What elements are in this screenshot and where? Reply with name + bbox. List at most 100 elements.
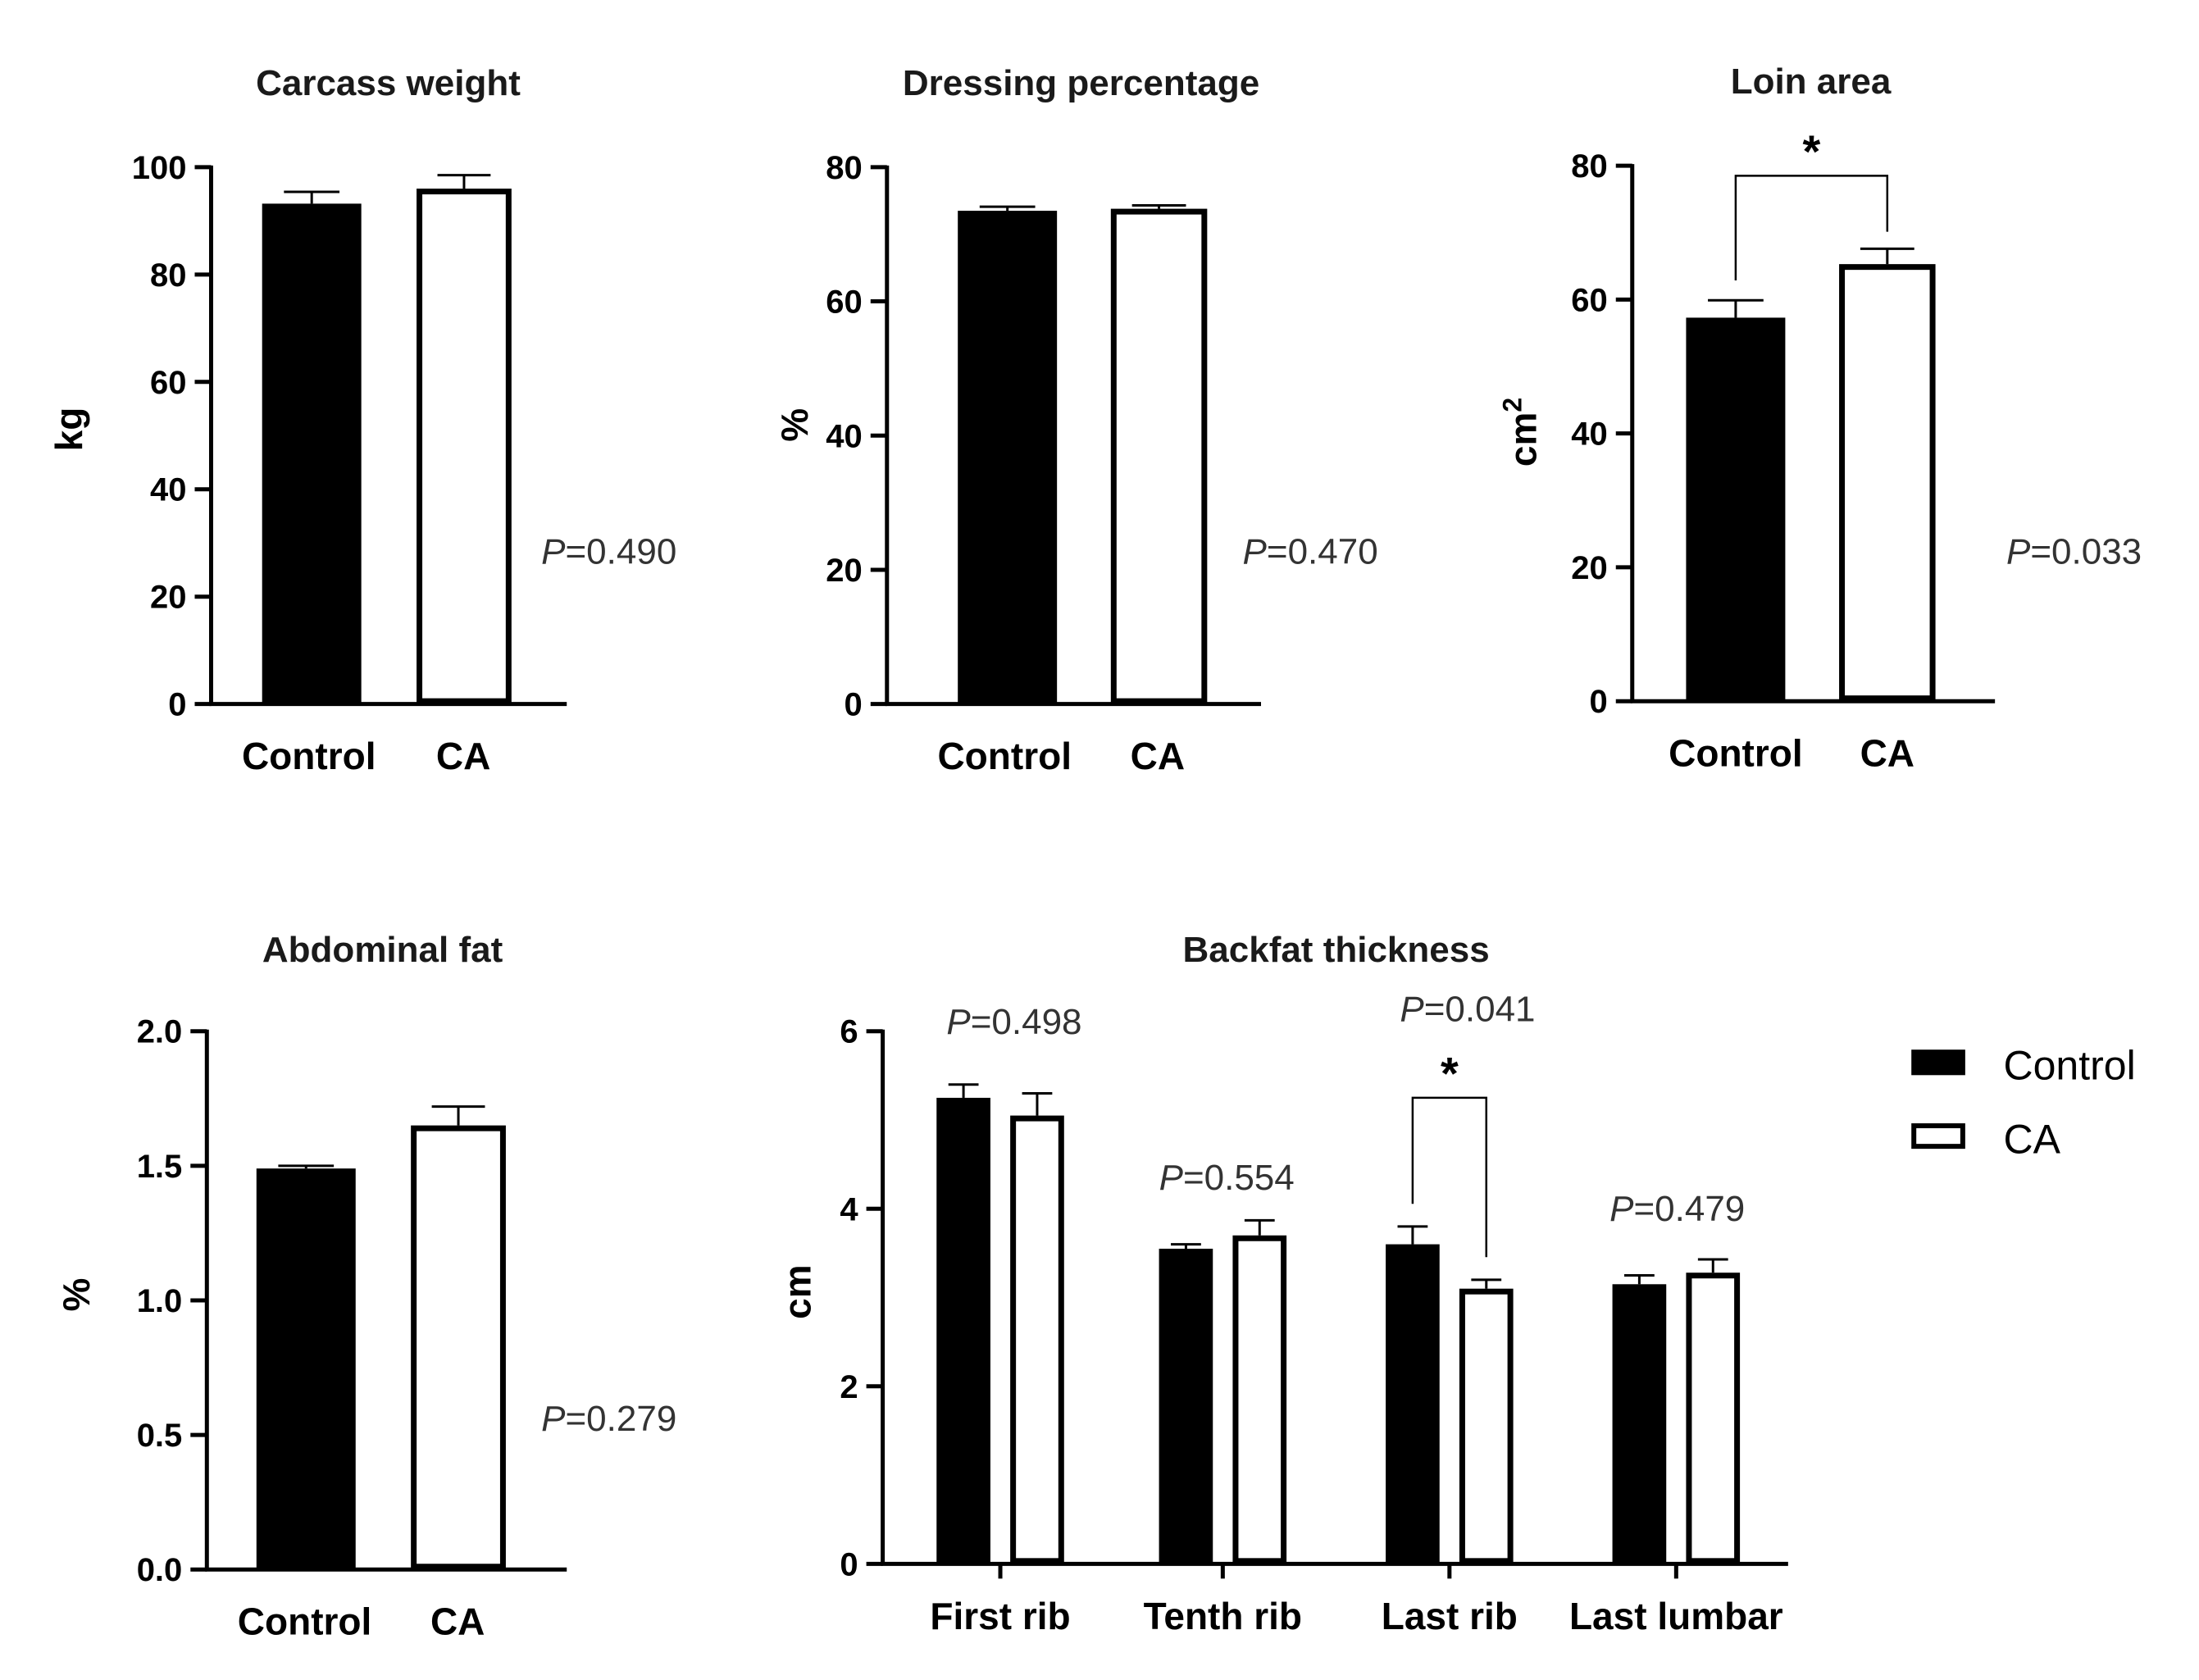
p-symbol: P (2006, 532, 2031, 572)
p-value-label: P=0.554 (1159, 1158, 1295, 1198)
y-axis-label: % (55, 1278, 98, 1312)
chart-title: Backfat thickness (1183, 930, 1490, 970)
p-symbol: P (946, 1002, 971, 1042)
bar-ca (1010, 1115, 1064, 1564)
chart-panel: Backfat thickness cm 0 2 4 6 First rib Tenth ri… (776, 930, 1788, 1637)
y-tick-label: 80 (826, 150, 863, 186)
y-tick-label: 4 (840, 1191, 858, 1227)
y-tick-label: 20 (150, 580, 187, 616)
chart-title: Abdominal fat (262, 930, 503, 970)
y-tick-label: 0 (840, 1546, 858, 1582)
p-value-label: P=0.470 (1243, 532, 1378, 572)
p-value-number: =0.498 (971, 1002, 1082, 1042)
y-tick-label: 20 (1571, 550, 1608, 586)
bar-control (256, 1168, 356, 1570)
p-value-number: =0.041 (1424, 990, 1536, 1030)
x-category-label: CA (1131, 735, 1185, 777)
x-category-label: Control (937, 735, 1072, 777)
p-symbol: P (1159, 1158, 1184, 1198)
x-category-label: Last rib (1382, 1595, 1518, 1637)
bar-ca (1839, 264, 1936, 702)
bar-control (936, 1097, 990, 1564)
significance-star: * (1441, 1048, 1459, 1100)
bar-control (1686, 317, 1786, 702)
p-value-number: =0.490 (565, 532, 676, 572)
y-tick-label: 20 (826, 553, 863, 589)
legend-swatch-ca (1911, 1123, 1965, 1150)
x-category-label: Tenth rib (1144, 1595, 1302, 1637)
y-tick-label: 40 (1571, 417, 1608, 453)
y-tick-label: 0 (168, 687, 186, 723)
x-category-label: First rib (930, 1595, 1070, 1637)
y-tick-label: 80 (1571, 148, 1608, 184)
p-symbol: P (1609, 1189, 1634, 1229)
significance-bracket (1734, 175, 1889, 281)
bar-control (1159, 1248, 1213, 1564)
p-value-label: P=0.498 (946, 1002, 1081, 1042)
y-tick-label: 2.0 (137, 1014, 183, 1050)
p-value-label: P=0.490 (541, 532, 676, 572)
y-tick-label: 60 (150, 365, 187, 401)
legend-label: Control (2004, 1042, 2136, 1088)
y-axis-label-superscript: 2 (1497, 398, 1527, 412)
p-value-number: =0.554 (1183, 1158, 1295, 1198)
p-value-number: =0.479 (1633, 1189, 1745, 1229)
legend-label: CA (2004, 1116, 2061, 1162)
y-axis-label: cm2 (1497, 398, 1544, 467)
significance-bracket (1411, 1096, 1488, 1258)
p-value-label: P=0.479 (1609, 1189, 1745, 1229)
y-tick-label: 0 (1590, 684, 1608, 720)
y-tick-label: 2 (840, 1369, 858, 1405)
p-value-number: =0.279 (565, 1399, 676, 1439)
chart-panel: Abdominal fat% 0.0 0.5 1.0 1.5 2.0 Control CA P=… (55, 930, 676, 1643)
y-tick-label: 0 (845, 687, 863, 723)
x-category-label: Control (1669, 732, 1803, 775)
legend: Control CA (1911, 1042, 2136, 1162)
bar-control (1612, 1284, 1667, 1564)
bar-ca (1232, 1235, 1287, 1564)
y-axis-label: cm (776, 1264, 818, 1318)
chart-panel: Loin area cm2 0 20 40 60 80 Control CA P=0.033 * (1497, 61, 2142, 775)
x-category-label: CA (1860, 732, 1914, 775)
p-value-label: P=0.041 (1400, 990, 1535, 1030)
bar-ca (417, 189, 512, 704)
p-symbol: P (541, 1399, 566, 1439)
chart-title: Carcass weight (256, 63, 521, 103)
x-category-label: Last lumbar (1569, 1595, 1783, 1637)
y-tick-label: 40 (826, 418, 863, 454)
bar-ca (1110, 208, 1208, 704)
p-symbol: P (1243, 532, 1268, 572)
p-symbol: P (1400, 990, 1424, 1030)
p-value-label: P=0.279 (541, 1399, 676, 1439)
y-axis-label: % (773, 408, 816, 442)
bar-control (958, 211, 1058, 704)
y-tick-label: 1.5 (137, 1149, 183, 1185)
bar-ca (1686, 1273, 1741, 1564)
chart-panel: Dressing percentage% 0 20 40 60 80 Control CA P=… (773, 63, 1378, 777)
p-value-number: =0.470 (1267, 532, 1378, 572)
bar-ca (1459, 1288, 1514, 1564)
y-tick-label: 80 (150, 257, 187, 294)
chart-title: Dressing percentage (903, 63, 1259, 103)
y-tick-label: 0.0 (137, 1552, 183, 1588)
bar-control (262, 203, 362, 704)
y-tick-label: 60 (826, 285, 863, 321)
x-category-label: Control (242, 735, 376, 777)
y-tick-label: 1.0 (137, 1283, 183, 1319)
y-tick-label: 100 (132, 150, 187, 186)
p-symbol: P (541, 532, 566, 572)
p-value-label: P=0.033 (2006, 532, 2142, 572)
chart-title: Loin area (1731, 61, 1892, 102)
chart-panel: Carcass weight kg 0 20 40 60 80 100 Control CA P=0… (48, 63, 676, 777)
significance-star: * (1802, 125, 1820, 177)
legend-swatch-control (1911, 1049, 1965, 1076)
x-category-label: CA (430, 1600, 485, 1643)
y-tick-label: 0.5 (137, 1418, 183, 1454)
bar-ca (411, 1125, 506, 1570)
p-value-number: =0.033 (2030, 532, 2142, 572)
y-tick-label: 60 (1571, 282, 1608, 318)
y-tick-label: 40 (150, 472, 187, 508)
y-axis-label: kg (48, 407, 90, 452)
x-category-label: CA (436, 735, 490, 777)
